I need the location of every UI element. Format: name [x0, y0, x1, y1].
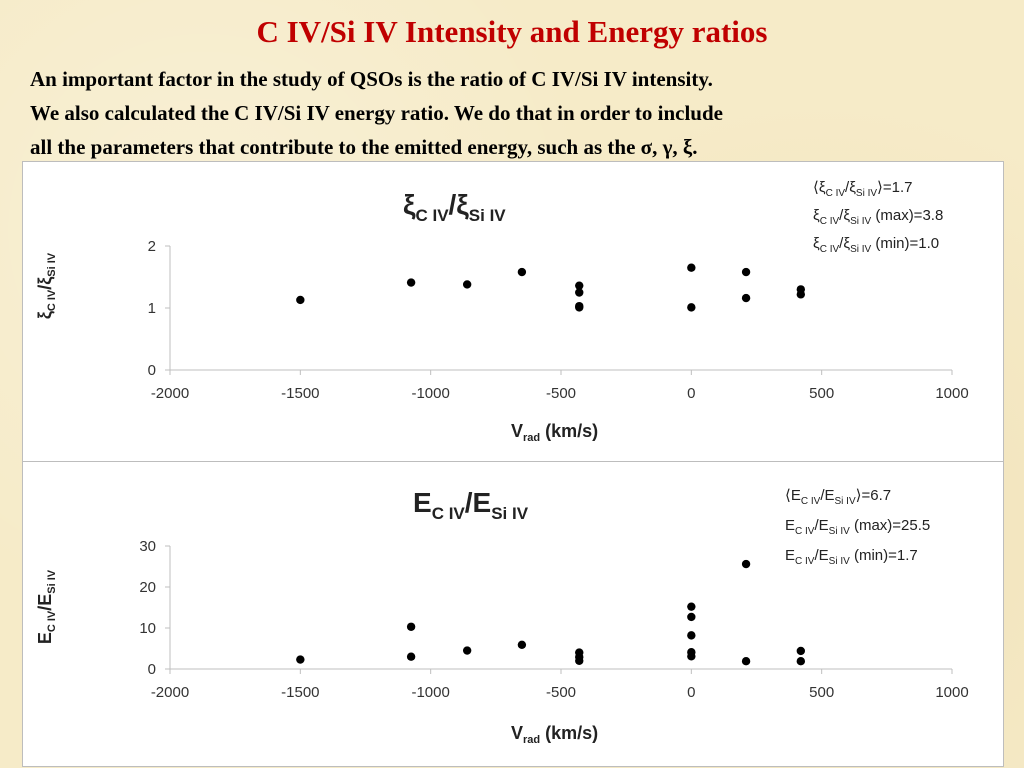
data-point — [687, 602, 696, 611]
slide-title: C IV/Si IV Intensity and Energy ratios — [256, 14, 768, 49]
x-tick-label: -2000 — [151, 385, 189, 402]
stat-annotation: ⟨EC IV/ESi IV⟩=6.7 — [785, 487, 891, 507]
data-point — [517, 640, 527, 650]
intro-line: all the parameters that contribute to th… — [30, 135, 698, 159]
y-tick-label: 20 — [139, 579, 156, 596]
data-point — [796, 646, 806, 656]
x-axis-label: Vrad (km/s) — [511, 421, 598, 444]
data-point — [575, 303, 584, 312]
data-point — [741, 293, 751, 303]
data-point — [406, 622, 416, 631]
data-point — [687, 263, 696, 272]
y-axis-label: ξC IV/ξSi IV — [35, 252, 58, 319]
intro-text: An important factor in the study of QSOs… — [30, 62, 1010, 164]
x-tick-label: 1000 — [935, 385, 968, 402]
x-tick-label: -500 — [546, 684, 576, 701]
data-point — [687, 303, 696, 312]
x-axis-label: Vrad (km/s) — [511, 723, 598, 746]
data-point — [575, 656, 584, 665]
x-tick-label: -2000 — [151, 684, 189, 701]
data-point — [741, 657, 751, 666]
energy-ratio-chart-panel: -2000 -1500 -1000 -500 0 500 1000 0 10 20 30 EC IV/… — [22, 461, 1004, 767]
x-tick-label: -1000 — [411, 684, 449, 701]
data-point — [296, 295, 305, 305]
stat-annotation: EC IV/ESi IV (max)=25.5 — [785, 517, 930, 537]
data-point — [462, 280, 472, 289]
stat-annotation: EC IV/ESi IV (min)=1.7 — [785, 547, 918, 567]
xi-ratio-chart-panel: -2000 -1500 -1000 -500 0 500 1000 0 1 2 ξC IV/ξSi … — [22, 161, 1004, 462]
data-point — [687, 612, 696, 622]
y-axis-label: EC IV/ESi IV — [35, 569, 58, 644]
chart-title: ξC IV/ξSi IV — [403, 189, 506, 225]
x-tick-label: -500 — [546, 385, 576, 402]
x-tick-label: 0 — [687, 385, 695, 402]
y-tick-label: 0 — [148, 661, 156, 678]
data-point — [462, 646, 472, 655]
data-point — [406, 652, 416, 661]
data-point — [296, 655, 305, 664]
data-point — [687, 652, 696, 661]
stat-annotation: ξC IV/ξSi IV (min)=1.0 — [813, 235, 939, 255]
data-point — [575, 281, 584, 290]
chart-title: EC IV/ESi IV — [413, 487, 529, 523]
intro-line: An important factor in the study of QSOs… — [30, 67, 713, 91]
data-point — [517, 267, 527, 277]
data-point — [575, 288, 584, 297]
data-point — [796, 657, 806, 666]
y-tick-label: 10 — [139, 620, 156, 637]
y-tick-label: 1 — [148, 300, 156, 317]
data-point — [741, 267, 751, 277]
data-point — [406, 278, 416, 287]
data-point — [796, 290, 806, 299]
x-tick-label: -1500 — [281, 385, 319, 402]
x-tick-label: -1500 — [281, 684, 319, 701]
x-tick-label: 500 — [809, 385, 834, 402]
y-tick-label: 2 — [148, 238, 156, 255]
energy-ratio-chart: -2000 -1500 -1000 -500 0 500 1000 0 10 20 30 EC IV/… — [35, 487, 969, 746]
x-tick-label: 1000 — [935, 684, 968, 701]
x-tick-label: -1000 — [411, 385, 449, 402]
xi-ratio-chart: -2000 -1500 -1000 -500 0 500 1000 0 1 2 ξC IV/ξSi … — [35, 179, 969, 444]
data-point — [687, 631, 696, 640]
stat-annotation: ⟨ξC IV/ξSi IV⟩=1.7 — [813, 179, 913, 199]
y-tick-label: 0 — [148, 362, 156, 379]
x-tick-label: 500 — [809, 684, 834, 701]
data-point — [741, 559, 751, 569]
x-tick-label: 0 — [687, 684, 695, 701]
y-tick-label: 30 — [139, 538, 156, 555]
intro-line: We also calculated the C IV/Si IV energy… — [30, 101, 723, 125]
stat-annotation: ξC IV/ξSi IV (max)=3.8 — [813, 207, 943, 227]
